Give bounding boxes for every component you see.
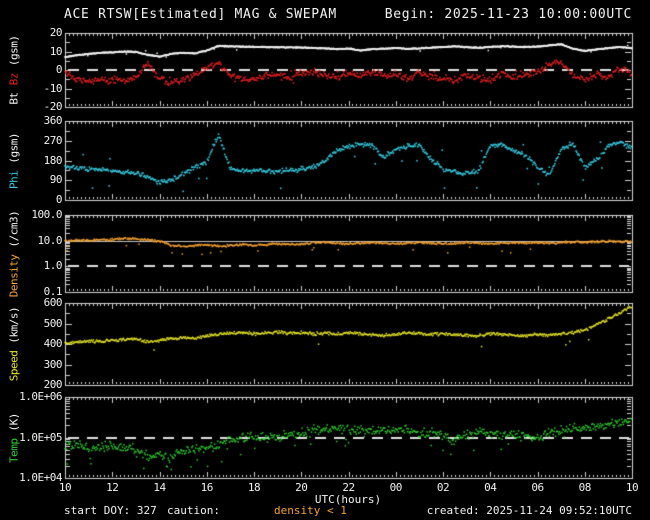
x-tick-label-18-4: 18 — [247, 481, 261, 494]
footer-created-timestamp: created: 2025-11-24 09:52:10UTC — [426, 504, 632, 517]
x-tick-label-22-6: 22 — [342, 481, 355, 494]
x-axis-title: UTC(hours) — [314, 493, 382, 506]
y-tick-label-density-1.0: 1.0 — [43, 259, 63, 273]
y-tick-label-speed-500: 500 — [43, 316, 63, 330]
x-tick-label-08-11: 08 — [578, 481, 592, 494]
footer-caution-label: caution: — [167, 504, 220, 517]
footer-start-doy: start DOY: 327 — [64, 504, 157, 517]
y-tick-label-phi-0: 0 — [55, 193, 63, 206]
x-tick-label-04-9: 04 — [484, 481, 497, 494]
x-tick-label-06-10: 06 — [531, 481, 544, 494]
y-tick-label-phi-180: 180 — [43, 153, 63, 167]
y-tick-label-speed-200: 200 — [43, 378, 63, 391]
x-tick-label-10-12: 10 — [625, 481, 639, 494]
y-tick-label-temp-1.0E+06: 1.0E+06 — [19, 390, 62, 403]
y-tick-label-mag--10: -10 — [43, 81, 63, 95]
x-tick-label-02-8: 02 — [436, 481, 450, 494]
x-tick-label-20-5: 20 — [295, 481, 308, 494]
y-tick-label-density-100.0: 100.0 — [31, 208, 62, 221]
x-tick-label-00-7: 00 — [389, 481, 403, 494]
y-tick-label-phi-90: 90 — [49, 173, 63, 187]
x-tick-label-12-1: 12 — [106, 481, 119, 494]
begin-timestamp: Begin: 2025-11-23 10:00:00UTC — [384, 7, 632, 22]
y-tick-label-mag-20: 20 — [49, 26, 63, 39]
footer-caution-value: density < 1 — [274, 504, 347, 517]
x-tick-label-10-0: 10 — [58, 481, 72, 494]
y-tick-label-speed-300: 300 — [43, 357, 63, 371]
y-tick-label-phi-270: 270 — [43, 133, 63, 147]
y-tick-label-mag-10: 10 — [49, 44, 63, 58]
x-tick-label-14-2: 14 — [153, 481, 166, 494]
y-tick-label-temp-1.0E+04: 1.0E+04 — [19, 471, 62, 484]
y-tick-label-density-0.1: 0.1 — [43, 285, 63, 298]
y-tick-label-speed-600: 600 — [43, 296, 63, 309]
y-tick-label-density-10.0: 10.0 — [37, 233, 63, 247]
page-title: ACE RTSW[Estimated] MAG & SWEPAM — [64, 7, 337, 22]
x-tick-label-16-3: 16 — [200, 481, 214, 494]
y-tick-label-temp-1.0E+05: 1.0E+05 — [19, 430, 62, 444]
y-tick-label-speed-400: 400 — [43, 337, 63, 350]
ylabel-temp-unit: (K) — [7, 412, 21, 431]
y-tick-label-phi-360: 360 — [43, 114, 63, 127]
y-tick-label-mag--20: -20 — [43, 100, 63, 113]
y-axis-label-density: Density(/cm3) — [8, 210, 21, 297]
y-tick-label-mag-0: 0 — [55, 63, 63, 76]
